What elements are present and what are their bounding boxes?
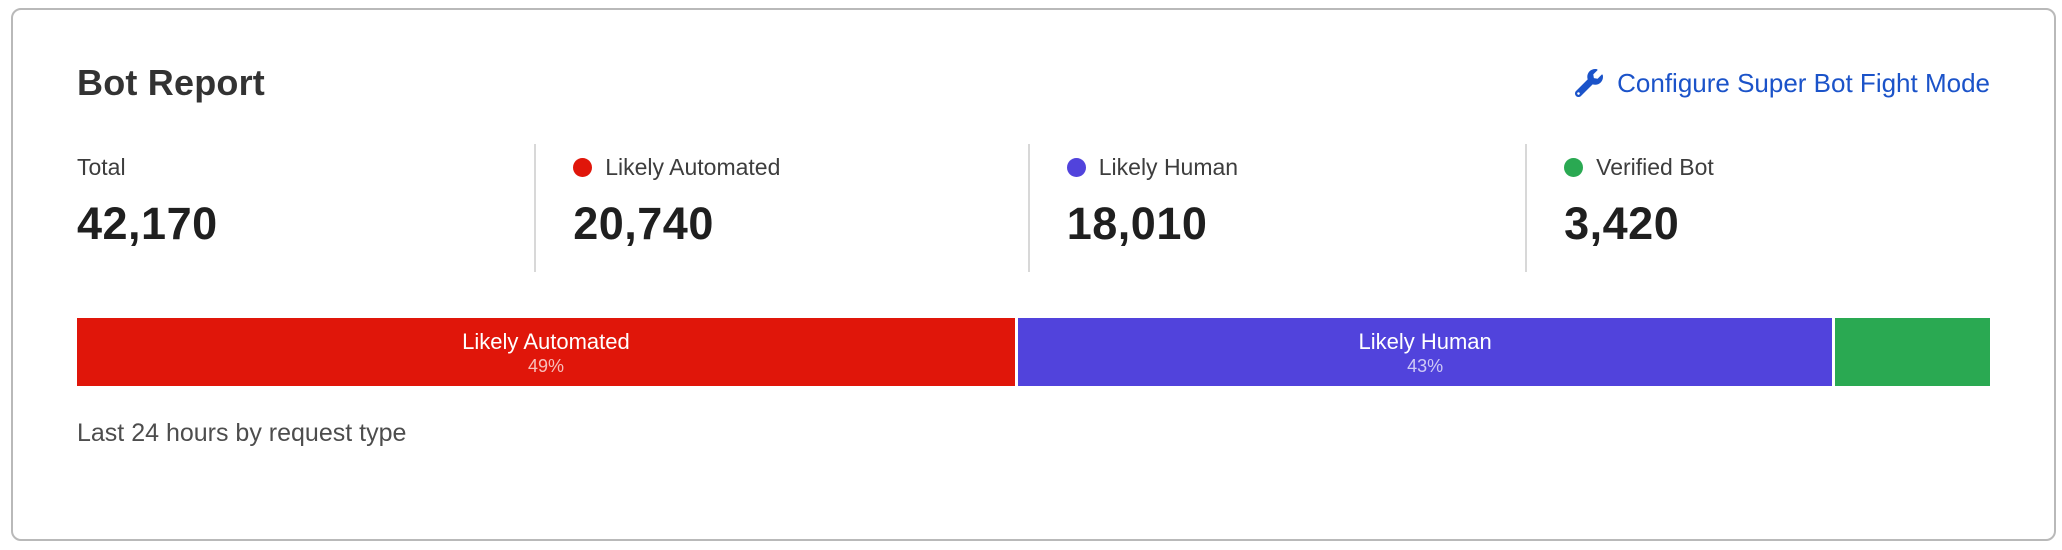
verified-bot-dot-icon — [1564, 157, 1584, 177]
wrench-icon — [1575, 69, 1604, 97]
bar-segment-percent: 43% — [1407, 355, 1444, 376]
configure-link-label: Configure Super Bot Fight Mode — [1617, 67, 1990, 98]
configure-super-bot-fight-mode-link[interactable]: Configure Super Bot Fight Mode — [1575, 68, 1990, 99]
stat-likely-automated: Likely Automated 20,740 — [534, 144, 1028, 272]
bar-segment-label: Likely Human — [1358, 328, 1492, 354]
stat-total: Total 42,170 — [77, 144, 534, 272]
stat-total-label: Total — [77, 153, 126, 180]
stat-likely-automated-value: 20,740 — [573, 198, 714, 249]
bot-report-card: Bot Report Configure Super Bot Fight Mod… — [11, 8, 2056, 541]
bar-segment-label: Likely Automated — [462, 328, 630, 354]
bar-segment-verified-bot[interactable] — [1835, 318, 1990, 386]
bar-segment-likely-automated[interactable]: Likely Automated 49% — [77, 318, 1015, 386]
likely-automated-dot-icon — [573, 157, 593, 177]
request-type-stacked-bar: Likely Automated 49% Likely Human 43% — [77, 318, 1990, 386]
stat-likely-automated-label: Likely Automated — [605, 153, 781, 180]
likely-human-dot-icon — [1066, 157, 1086, 177]
bar-segment-likely-human[interactable]: Likely Human 43% — [1017, 318, 1833, 386]
stat-verified-bot-value: 3,420 — [1564, 198, 1680, 249]
stat-verified-bot: Verified Bot 3,420 — [1525, 144, 1990, 272]
stat-likely-human-value: 18,010 — [1066, 198, 1208, 249]
page-title: Bot Report — [77, 62, 265, 103]
card-header: Bot Report Configure Super Bot Fight Mod… — [77, 62, 1990, 104]
stat-likely-human: Likely Human 18,010 — [1027, 144, 1525, 272]
stat-verified-bot-label: Verified Bot — [1596, 153, 1714, 180]
chart-caption: Last 24 hours by request type — [77, 419, 407, 447]
bar-segment-percent: 49% — [527, 355, 564, 376]
stat-total-value: 42,170 — [77, 198, 218, 249]
stat-likely-human-label: Likely Human — [1098, 153, 1239, 180]
stats-row: Total 42,170 Likely Automated 20,740 Lik… — [77, 144, 1990, 272]
